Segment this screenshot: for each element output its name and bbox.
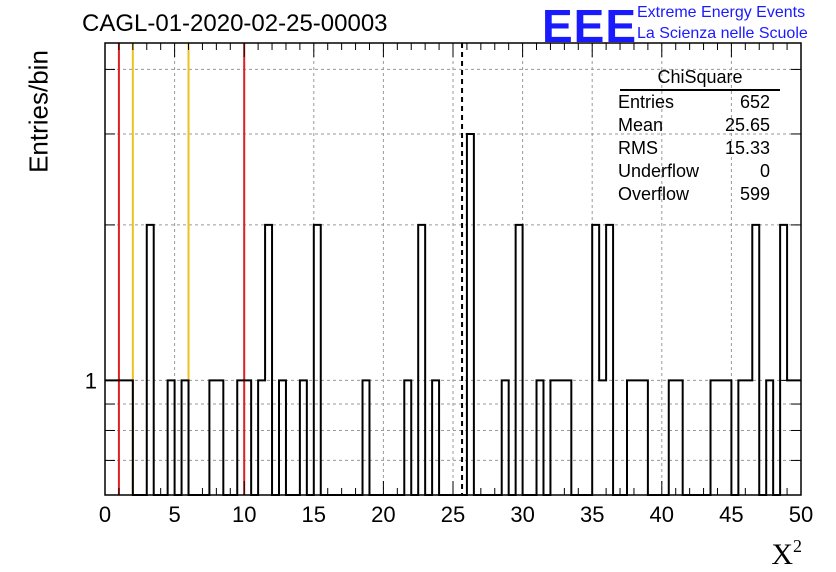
stats-value: 652 (739, 92, 770, 112)
histogram-bin (112, 380, 119, 495)
histogram-bin (745, 380, 752, 495)
x-tick-label: 30 (510, 502, 534, 527)
stats-label: Overflow (618, 184, 690, 204)
run-title: CAGL-01-2020-02-25-00003 (82, 10, 388, 37)
histogram-bin (237, 380, 244, 495)
x-tick-label: 50 (789, 502, 813, 527)
x-tick-label: 35 (580, 502, 604, 527)
x-tick-label: 15 (302, 502, 326, 527)
histogram-bin (676, 380, 683, 495)
histogram-bin (550, 380, 557, 495)
histogram-bin (606, 225, 613, 495)
histogram-bin (502, 380, 509, 495)
stats-value: 0 (759, 161, 770, 181)
x-tick-label: 10 (232, 502, 256, 527)
histogram-bin (418, 225, 425, 495)
histogram-bin (244, 380, 251, 495)
y-axis-label: Entries/bin (23, 50, 54, 173)
histogram-bin (105, 380, 112, 495)
histogram-bin (766, 380, 773, 495)
logo-tagline-2: La Scienza nelle Scuole (637, 25, 808, 42)
histogram-bin (537, 380, 544, 495)
histogram-bin (592, 225, 599, 495)
histogram-bin (564, 380, 571, 495)
histogram-bin (216, 380, 223, 495)
histogram-bin (738, 380, 745, 495)
eee-logo: EEE (542, 0, 638, 52)
histogram-bin (314, 225, 321, 495)
logo-tagline-1: Extreme Energy Events (637, 4, 806, 21)
stats-title: ChiSquare (620, 66, 780, 91)
x-tick-label: 45 (719, 502, 743, 527)
histogram-bin (634, 380, 641, 495)
stats-row-mean: Mean 25.65 (610, 114, 780, 137)
histogram-bin (599, 380, 606, 495)
histogram-bin (404, 380, 411, 495)
stats-row-rms: RMS 15.33 (610, 137, 780, 160)
histogram-bin (641, 380, 648, 495)
histogram-bin (780, 225, 787, 495)
histogram-bin (669, 380, 676, 495)
histogram-bin (467, 134, 474, 495)
histogram-bin (279, 380, 286, 495)
x-axis-label: X2 (771, 536, 802, 572)
histogram-bin (209, 380, 216, 495)
histogram-bin (794, 380, 801, 495)
histogram-bin (168, 380, 175, 495)
histogram-bin (557, 380, 564, 495)
histogram-bin (182, 380, 189, 495)
x-axis-label-base: X (771, 538, 793, 571)
stats-row-underflow: Underflow 0 (610, 160, 780, 183)
stats-label: Underflow (618, 161, 700, 181)
histogram-bin (432, 380, 439, 495)
x-tick-label: 25 (441, 502, 465, 527)
histogram-bin (627, 380, 634, 495)
stats-value: 15.33 (724, 138, 770, 158)
histogram-bin (516, 225, 523, 495)
stats-box: ChiSquare Entries 652 Mean 25.65 RMS 15.33 … (610, 66, 780, 206)
stats-label: RMS (618, 138, 658, 158)
histogram-bin (258, 380, 265, 495)
histogram-bin (711, 380, 718, 495)
x-axis-label-superscript: 2 (793, 536, 802, 556)
stats-value: 599 (739, 184, 770, 204)
x-tick-label: 0 (99, 502, 111, 527)
stats-value: 25.65 (724, 115, 770, 135)
histogram-bin (126, 380, 133, 495)
x-tick-label: 20 (371, 502, 395, 527)
stats-row-overflow: Overflow 599 (610, 183, 780, 206)
x-tick-label: 5 (168, 502, 180, 527)
histogram-bin (363, 380, 370, 495)
y-tick-label: 1 (85, 368, 97, 393)
histogram-bin (300, 380, 307, 495)
histogram-bin (787, 380, 794, 495)
histogram-bin (724, 380, 731, 495)
histogram-bin (717, 380, 724, 495)
stats-label: Entries (618, 92, 675, 112)
histogram-bin (752, 225, 759, 495)
stats-row-entries: Entries 652 (610, 91, 780, 114)
histogram-bin (265, 225, 272, 495)
histogram-bin (147, 225, 154, 495)
x-tick-label: 40 (650, 502, 674, 527)
histogram-bin (119, 380, 126, 495)
stats-label: Mean (618, 115, 664, 135)
